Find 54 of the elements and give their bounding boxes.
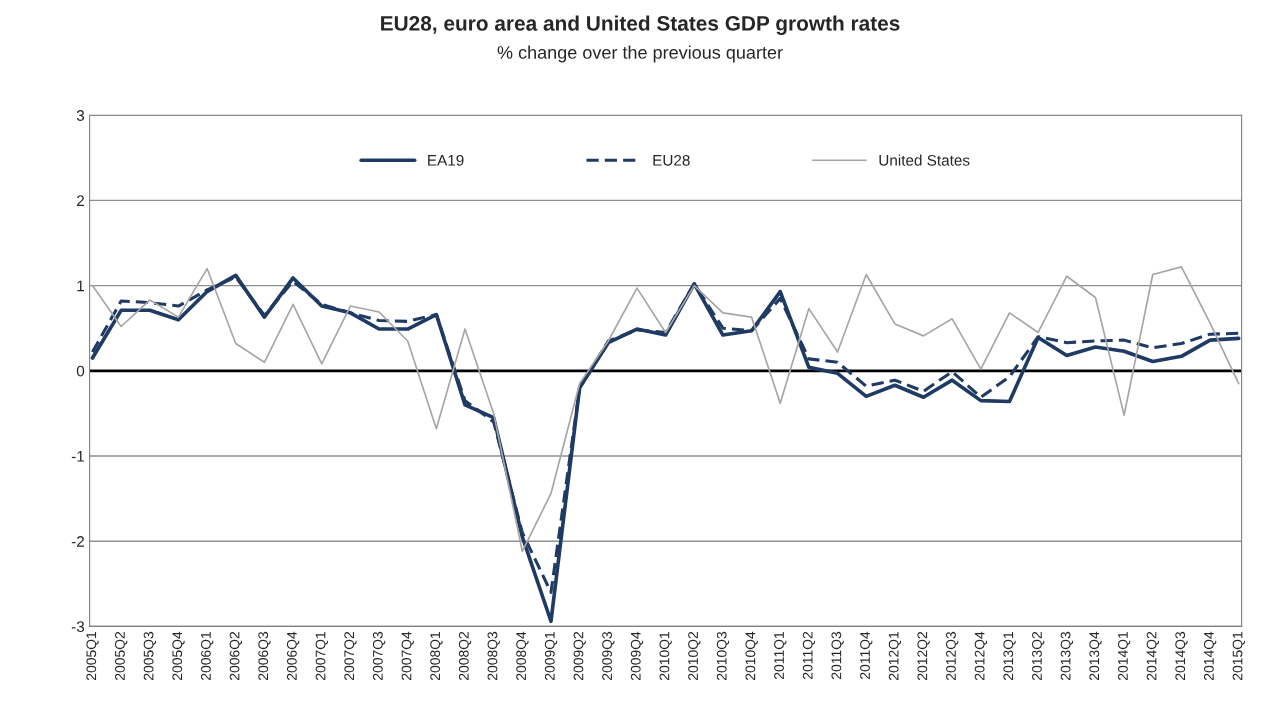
x-tick-label: 2007Q4 <box>401 631 414 680</box>
x-tick-label: 2011Q2 <box>802 631 816 679</box>
x-tick-label: 2014Q1 <box>1118 631 1131 680</box>
legend-label: EA19 <box>428 154 464 166</box>
x-tick-label: 2008Q1 <box>430 631 443 680</box>
x-tick-label: 2009Q4 <box>630 631 644 680</box>
x-tick-label: 2013Q4 <box>1089 631 1102 680</box>
x-tick-label: 2012Q1 <box>888 631 902 680</box>
legend-label: United States <box>879 154 970 166</box>
line-series <box>91 266 1240 553</box>
x-tick-label: 2015Q1 <box>1232 631 1245 680</box>
x-tick-label: 2005Q1 <box>86 631 99 680</box>
x-tick-label: 2006Q1 <box>200 631 214 680</box>
x-tick-label: 2006Q4 <box>286 631 300 680</box>
x-tick-label: 2012Q4 <box>974 631 988 680</box>
x-tick-label: 2010Q1 <box>659 631 672 680</box>
y-tick-label: -1 <box>71 451 84 462</box>
y-tick-label: -3 <box>71 621 85 633</box>
x-tick-label: 2010Q3 <box>716 631 730 680</box>
y-tick-label: 3 <box>76 110 85 121</box>
x-tick-label: 2013Q1 <box>1003 631 1016 680</box>
x-tick-label: 2014Q2 <box>1146 631 1159 680</box>
x-tick-label: 2011Q4 <box>860 631 873 679</box>
x-tick-label: 2011Q1 <box>774 631 787 679</box>
x-tick-label: 2014Q4 <box>1203 631 1217 680</box>
y-tick-label: 0 <box>76 365 85 377</box>
x-tick-label: 2014Q3 <box>1175 631 1188 680</box>
legend-label: EU28 <box>653 154 690 166</box>
x-tick-label: 2005Q4 <box>172 631 185 680</box>
x-tick-label: 2010Q4 <box>745 631 758 680</box>
x-tick-label: 2005Q3 <box>143 631 156 680</box>
y-tick-label: 1 <box>77 280 84 292</box>
x-tick-label: 2007Q3 <box>372 631 386 680</box>
chart-subtitle: % change over the previous quarter <box>497 45 783 63</box>
x-tick-label: 2008Q4 <box>516 631 529 680</box>
x-tick-label: 2006Q3 <box>258 631 271 680</box>
chart-title: EU28, euro area and United States GDP growth rates <box>381 15 900 35</box>
x-tick-label: 2013Q2 <box>1032 631 1045 680</box>
x-tick-label: 2009Q1 <box>544 631 558 680</box>
x-tick-label: 2011Q3 <box>831 631 844 679</box>
x-tick-label: 2007Q1 <box>315 631 328 680</box>
x-tick-label: 2005Q2 <box>115 631 128 680</box>
x-tick-label: 2013Q3 <box>1060 631 1074 680</box>
x-tick-label: 2008Q3 <box>487 631 500 680</box>
x-tick-label: 2006Q2 <box>229 631 242 680</box>
x-tick-label: 2012Q3 <box>946 631 959 680</box>
x-tick-label: 2012Q2 <box>917 631 930 680</box>
y-tick-label: 2 <box>77 195 84 206</box>
x-tick-label: 2008Q2 <box>458 631 472 680</box>
x-tick-label: 2010Q2 <box>688 631 701 680</box>
x-tick-label: 2007Q2 <box>344 631 357 680</box>
x-tick-label: 2009Q3 <box>602 631 615 680</box>
x-tick-label: 2009Q2 <box>573 631 586 680</box>
y-tick-label: -2 <box>71 536 84 547</box>
